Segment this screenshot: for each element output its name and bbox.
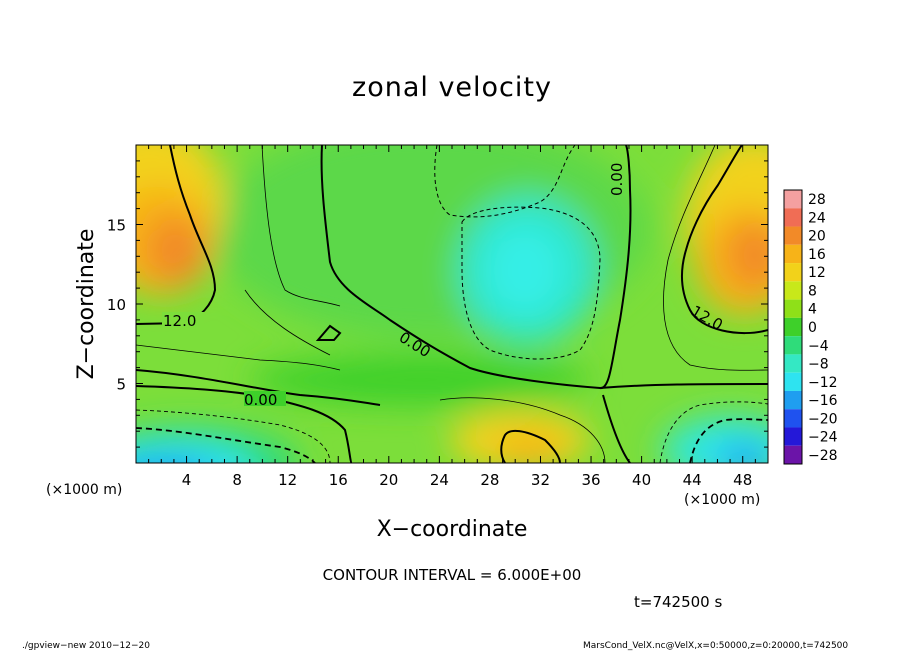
- colorbar-swatch: [784, 263, 802, 282]
- colorbar-label: −8: [808, 357, 829, 373]
- colorbar-label: 8: [808, 283, 817, 299]
- y-tick-label: 15: [107, 217, 126, 235]
- colorbar-label: 12: [808, 265, 826, 281]
- x-tick-label: 8: [232, 471, 242, 489]
- colorbar-label: −16: [808, 393, 838, 409]
- x-tick-label: 20: [379, 471, 398, 489]
- x-tick-label: 36: [581, 471, 600, 489]
- y-tick-label: 10: [107, 296, 126, 314]
- x-unit-label-left: (×1000 m): [46, 482, 123, 498]
- contour-label-0-lower: 0.00: [244, 391, 277, 409]
- y-tick-label: 5: [116, 376, 126, 394]
- footer-left: ./gpview−new 2010−12−20: [22, 641, 150, 651]
- x-tick-label: 40: [632, 471, 651, 489]
- x-axis-label: X−coordinate: [377, 517, 528, 542]
- colorbar-label: −28: [808, 448, 838, 464]
- x-tick-label: 24: [430, 471, 449, 489]
- colorbar-swatch: [784, 281, 802, 300]
- colorbar-label: 24: [808, 210, 826, 226]
- contour-lines: [136, 145, 768, 463]
- y-axis-label: Z−coordinate: [74, 229, 99, 380]
- colorbar-swatch: [784, 244, 802, 264]
- colorbar-swatch: [784, 208, 802, 227]
- colorbar: 28 24 20 16 12 8 4 0 −4 −8 −12 −16 −20 −24 −28: [783, 189, 838, 465]
- colorbar-swatch: [784, 390, 802, 410]
- colorbar-swatch: [784, 336, 802, 355]
- colorbar-label: 20: [808, 229, 826, 245]
- colorbar-swatch: [784, 427, 802, 446]
- contour-label-12-left: 12.0: [163, 312, 196, 330]
- x-tick-label: 16: [329, 471, 348, 489]
- colorbar-frame: [783, 189, 803, 465]
- colorbar-swatch: [784, 354, 802, 373]
- x-axis: 4 8 12 16 20 24 28 32 36 40 44 48: [148, 145, 756, 489]
- colorbar-swatch: [784, 299, 802, 318]
- colorbar-label: 28: [808, 192, 826, 208]
- colorbar-swatch: [784, 409, 802, 428]
- x-tick-label: 28: [480, 471, 499, 489]
- colorbar-swatch: [784, 445, 802, 464]
- contour-label-0-upper: 0.00: [608, 163, 626, 196]
- colorbar-label: 0: [808, 320, 817, 336]
- x-tick-label: 48: [733, 471, 752, 489]
- y-axis: 5 10 15: [107, 160, 768, 448]
- colorbar-swatch: [784, 372, 802, 391]
- x-tick-label: 32: [531, 471, 550, 489]
- x-unit-label-right: (×1000 m): [684, 492, 761, 508]
- colorbar-label: −4: [808, 338, 829, 354]
- colorbar-label: 4: [808, 302, 817, 318]
- time-label: t=742500 s: [634, 593, 723, 611]
- colorbar-swatch: [784, 317, 802, 337]
- x-tick-label: 4: [182, 471, 192, 489]
- colorbar-label: −24: [808, 430, 838, 446]
- colorbar-label: 16: [808, 247, 826, 263]
- x-tick-label: 12: [278, 471, 297, 489]
- colorbar-label: −20: [808, 411, 838, 427]
- colorbar-label: −12: [808, 375, 838, 391]
- heatmap-field: [136, 145, 768, 463]
- contour-interval-text: CONTOUR INTERVAL = 6.000E+00: [322, 566, 582, 584]
- footer-right: MarsCond_VelX.nc@VelX,x=0:50000,z=0:2000…: [583, 641, 849, 651]
- colorbar-swatch: [784, 226, 802, 245]
- chart-title: zonal velocity: [352, 72, 552, 103]
- colorbar-swatch: [784, 190, 802, 209]
- x-tick-label: 44: [683, 471, 702, 489]
